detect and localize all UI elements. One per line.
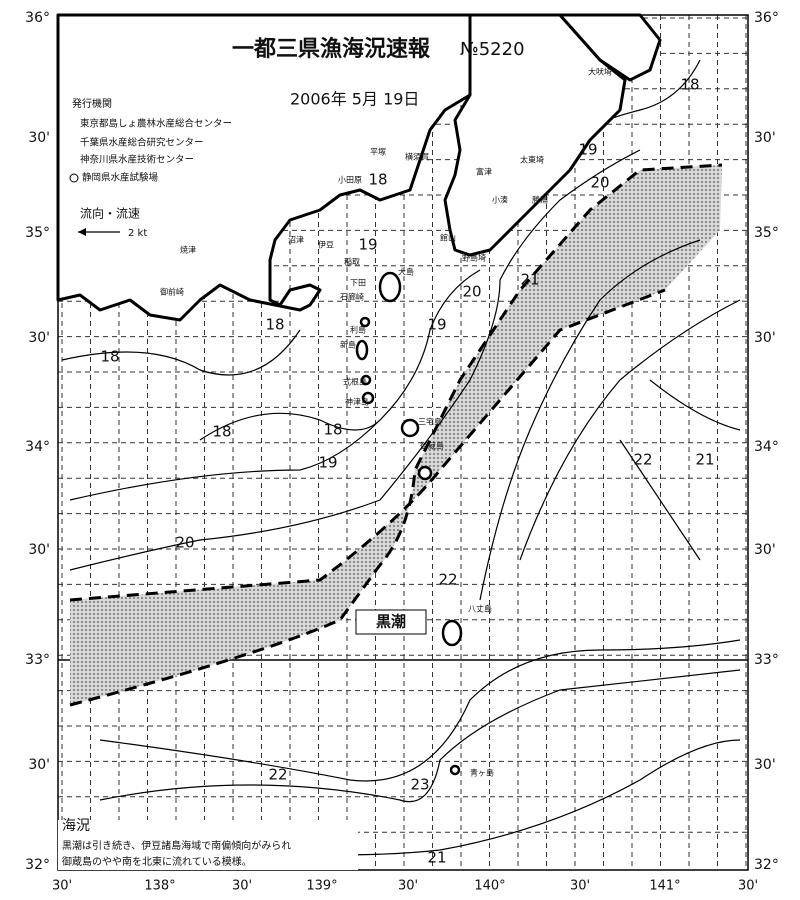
isotherm-label: 19 — [318, 454, 337, 472]
notes-line: 御蔵島のやや南を北東に流れている模様。 — [62, 855, 252, 868]
latitude-label: 34° — [25, 439, 50, 455]
longitude-label: 139° — [306, 879, 337, 894]
longitude-label: 30' — [570, 879, 590, 894]
islands — [355, 271, 463, 776]
isotherm-label: 20 — [462, 283, 481, 301]
latitude-label: 35° — [754, 225, 779, 241]
latitude-label: 30' — [28, 330, 50, 346]
kuroshio-band — [70, 165, 722, 705]
isotherm-label: 18 — [212, 423, 231, 441]
place-name: 稲取 — [344, 257, 360, 267]
isotherm-label: 19 — [578, 141, 597, 159]
place-name: 大吠埼 — [588, 67, 612, 77]
longitude-label: 138° — [144, 879, 175, 894]
place-name: 青ヶ島 — [470, 768, 494, 778]
latitude-label: 33° — [25, 652, 50, 668]
isotherm-label: 22 — [633, 451, 652, 469]
coast-north — [558, 13, 662, 82]
place-name: 三宅島 — [418, 417, 442, 427]
place-name: 平塚 — [370, 148, 386, 157]
kuroshio-edge — [69, 288, 666, 602]
place-name: 焼津 — [180, 245, 196, 255]
longitude-label: 30' — [398, 879, 418, 894]
place-name: 太東埼 — [520, 155, 544, 165]
place-name: 伊豆 — [318, 240, 334, 250]
legend-label: 流向・流速 — [80, 206, 140, 221]
place-name: 野島埼 — [462, 253, 486, 263]
current-label: 黒潮 — [376, 613, 406, 631]
isotherm-label: 19 — [427, 316, 446, 334]
latitude-label: 32° — [25, 857, 50, 873]
place-name: 八丈島 — [468, 604, 492, 614]
longitude-label: 141° — [649, 879, 680, 894]
place-name: 新島 — [340, 340, 356, 350]
latitude-label: 30' — [754, 130, 776, 146]
latitude-label: 30' — [754, 542, 776, 558]
longitude-label: 140° — [474, 879, 505, 894]
isotherm-label: 23 — [410, 776, 429, 794]
place-name: 利島 — [350, 325, 366, 335]
isotherm-label: 21 — [520, 271, 539, 289]
isotherm-label: 18 — [265, 316, 284, 334]
kuroshio-label-box — [355, 609, 427, 635]
issuer: 神奈川県水産技術センター — [80, 154, 194, 166]
place-name: 小湊 — [492, 195, 508, 205]
place-name: 大島 — [398, 267, 414, 277]
isotherm-label: 20 — [175, 534, 194, 552]
place-name: 勝浦 — [532, 195, 548, 205]
title: 一都三県漁海況速報 — [232, 36, 431, 62]
notes-line: 黒潮は引き続き、伊豆諸島海域で南偏傾向がみられ — [62, 839, 291, 852]
latitude-label: 35° — [25, 225, 50, 241]
latitude-label: 30' — [754, 757, 776, 773]
legend-arrowhead — [78, 228, 86, 236]
honshu-coast — [56, 13, 472, 322]
place-name: 石廊崎 — [340, 292, 364, 302]
longitude-label: 30' — [52, 879, 72, 894]
latitude-label: 36° — [754, 10, 779, 26]
boso-coast — [443, 13, 627, 257]
place-name: 神津島 — [345, 397, 369, 407]
isotherm-label: 19 — [358, 236, 377, 254]
issuer: 静岡県水産試験場 — [82, 172, 159, 184]
isotherm-label: 18 — [323, 421, 342, 439]
isotherm-label: 18 — [100, 348, 119, 366]
isotherm-label: 22 — [268, 766, 287, 784]
latitude-label: 30' — [28, 130, 50, 146]
place-name: 富津 — [476, 167, 492, 177]
latitude-label: 34° — [754, 439, 779, 455]
issue-number: №5220 — [460, 39, 525, 60]
isotherm-label: 18 — [368, 171, 387, 189]
isotherm-label: 21 — [695, 451, 714, 469]
latitude-label: 30' — [28, 542, 50, 558]
legend-scale: 2 kt — [128, 228, 147, 239]
issuer: 東京都島しょ農林水産総合センター — [80, 118, 232, 130]
longitude-label: 30' — [738, 879, 758, 894]
symbol-circle — [69, 173, 79, 183]
issuer: 千葉県水産総合研究センター — [80, 137, 204, 149]
latitude-label: 30' — [28, 757, 50, 773]
latitude-label: 36° — [25, 10, 50, 26]
place-name: 沼津 — [288, 235, 304, 245]
latitude-label: 30' — [754, 330, 776, 346]
latitude-label: 32° — [754, 857, 779, 873]
place-name: 御蔵島 — [420, 441, 444, 451]
isotherm-label: 22 — [438, 571, 457, 589]
issue-date: 2006年 5月 19日 — [290, 90, 419, 109]
place-name: 横須賀 — [405, 152, 429, 162]
notes-box — [58, 820, 358, 870]
place-name: 式根島 — [343, 377, 367, 387]
place-name: 御前崎 — [160, 287, 184, 297]
longitude-label: 30' — [232, 879, 252, 894]
isotherm-label: 20 — [590, 174, 609, 192]
notes-heading: 海況 — [62, 818, 90, 834]
place-name: 下田 — [350, 279, 366, 288]
place-name: 小田原 — [338, 176, 362, 185]
place-name: 館山 — [440, 233, 456, 243]
isotherm-label: 18 — [680, 76, 699, 94]
isotherm-label: 21 — [427, 849, 446, 867]
latitude-label: 33° — [754, 652, 779, 668]
issuers-heading: 発行機関 — [72, 97, 112, 110]
